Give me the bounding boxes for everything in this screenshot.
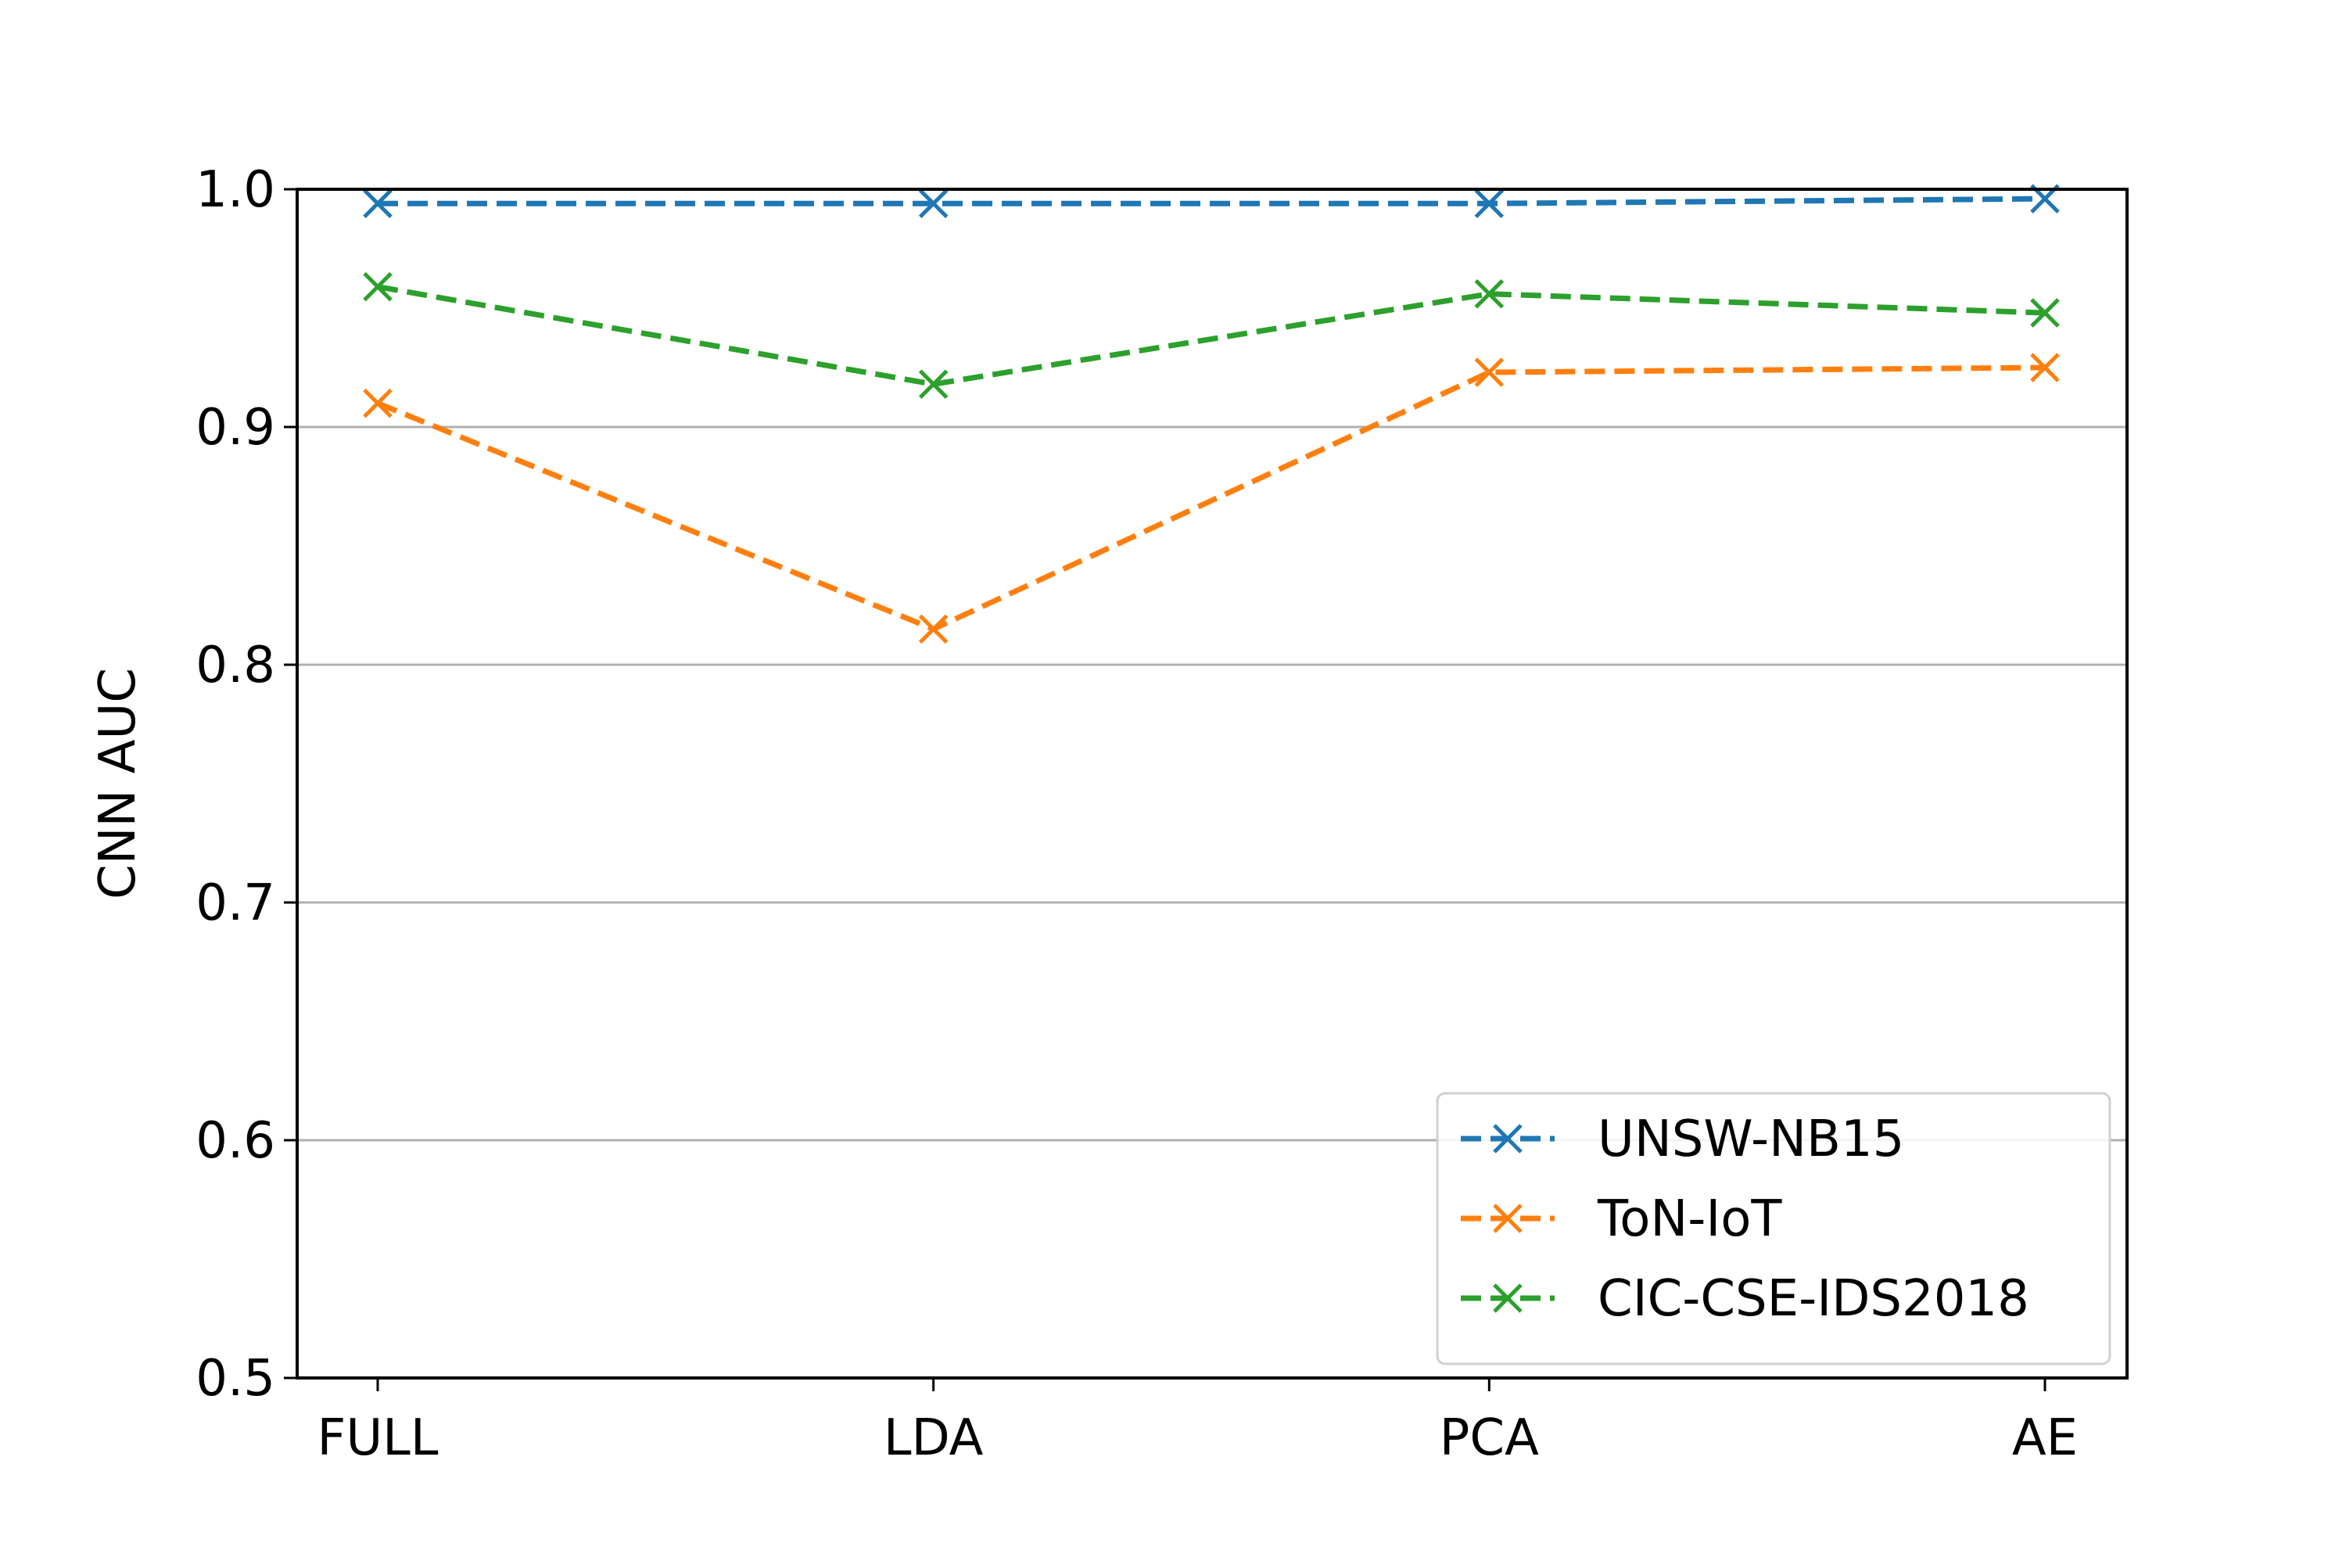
x-tick-label: PCA bbox=[1440, 1409, 1539, 1467]
series-line-unsw-nb15 bbox=[378, 196, 2046, 206]
marker-stroke bbox=[363, 271, 393, 302]
plot-frame bbox=[296, 188, 2129, 1380]
series-line-cic-cse-ids2018 bbox=[377, 284, 2046, 387]
marker-stroke bbox=[1493, 1124, 1523, 1154]
data-point-unsw-nb15 bbox=[363, 188, 393, 219]
legend-marker-cic-cse-ids2018 bbox=[1493, 1283, 1523, 1313]
data-point-cic-cse-ids2018 bbox=[918, 369, 949, 400]
marker-stroke bbox=[1493, 1283, 1523, 1313]
marker-stroke bbox=[363, 188, 393, 219]
x-tick-label: AE bbox=[2012, 1409, 2078, 1467]
marker-stroke bbox=[918, 369, 949, 400]
marker-stroke bbox=[1493, 1204, 1523, 1233]
data-point-cic-cse-ids2018 bbox=[363, 271, 393, 302]
legend-label-ton-iot: ToN-IoT bbox=[1597, 1190, 1782, 1248]
series-lines bbox=[363, 184, 2060, 644]
marker-stroke bbox=[918, 614, 949, 644]
axis-ticks: 0.5 0.6 0.7 0.8 0.9 1.0 FULL LDA PCA AE bbox=[196, 161, 2078, 1467]
x-tick-label: LDA bbox=[884, 1409, 984, 1467]
legend-marker-ton-iot bbox=[1493, 1204, 1523, 1233]
data-point-unsw-nb15 bbox=[1474, 188, 1505, 219]
data-point-ton-iot bbox=[918, 614, 949, 644]
data-point-ton-iot bbox=[363, 388, 393, 418]
marker-stroke bbox=[1474, 188, 1505, 219]
marker-stroke bbox=[2030, 298, 2060, 328]
series-line-ton-iot bbox=[376, 364, 2046, 632]
marker-stroke bbox=[2030, 353, 2060, 382]
y-tick-label: 1.0 bbox=[196, 161, 275, 219]
legend-marker-unsw-nb15 bbox=[1493, 1124, 1523, 1154]
data-point-ton-iot bbox=[1474, 357, 1505, 387]
legend-label-cic-cse-ids2018: CIC-CSE-IDS2018 bbox=[1598, 1270, 2029, 1328]
marker-stroke bbox=[363, 388, 393, 418]
data-point-unsw-nb15 bbox=[918, 188, 949, 219]
data-point-cic-cse-ids2018 bbox=[2030, 298, 2060, 328]
data-point-ton-iot bbox=[2030, 353, 2060, 382]
y-tick-label: 0.7 bbox=[196, 874, 275, 932]
y-axis-label: CNN AUC bbox=[89, 668, 147, 899]
data-point-cic-cse-ids2018 bbox=[1474, 278, 1505, 309]
y-tick-label: 0.5 bbox=[196, 1350, 275, 1408]
y-tick-label: 0.8 bbox=[196, 637, 275, 694]
x-tick-label: FULL bbox=[317, 1409, 439, 1467]
legend-label-unsw-nb15: UNSW-NB15 bbox=[1598, 1111, 1904, 1168]
marker-stroke bbox=[918, 188, 949, 219]
legend-box bbox=[1436, 1092, 2111, 1365]
y-tick-label: 0.9 bbox=[196, 399, 275, 457]
marker-stroke bbox=[1474, 357, 1505, 387]
legend: UNSW-NB15 ToN-IoT CIC-CSE-IDS2018 bbox=[1436, 1092, 2111, 1365]
y-tick-label: 0.6 bbox=[196, 1112, 275, 1170]
marker-stroke bbox=[1474, 278, 1505, 309]
